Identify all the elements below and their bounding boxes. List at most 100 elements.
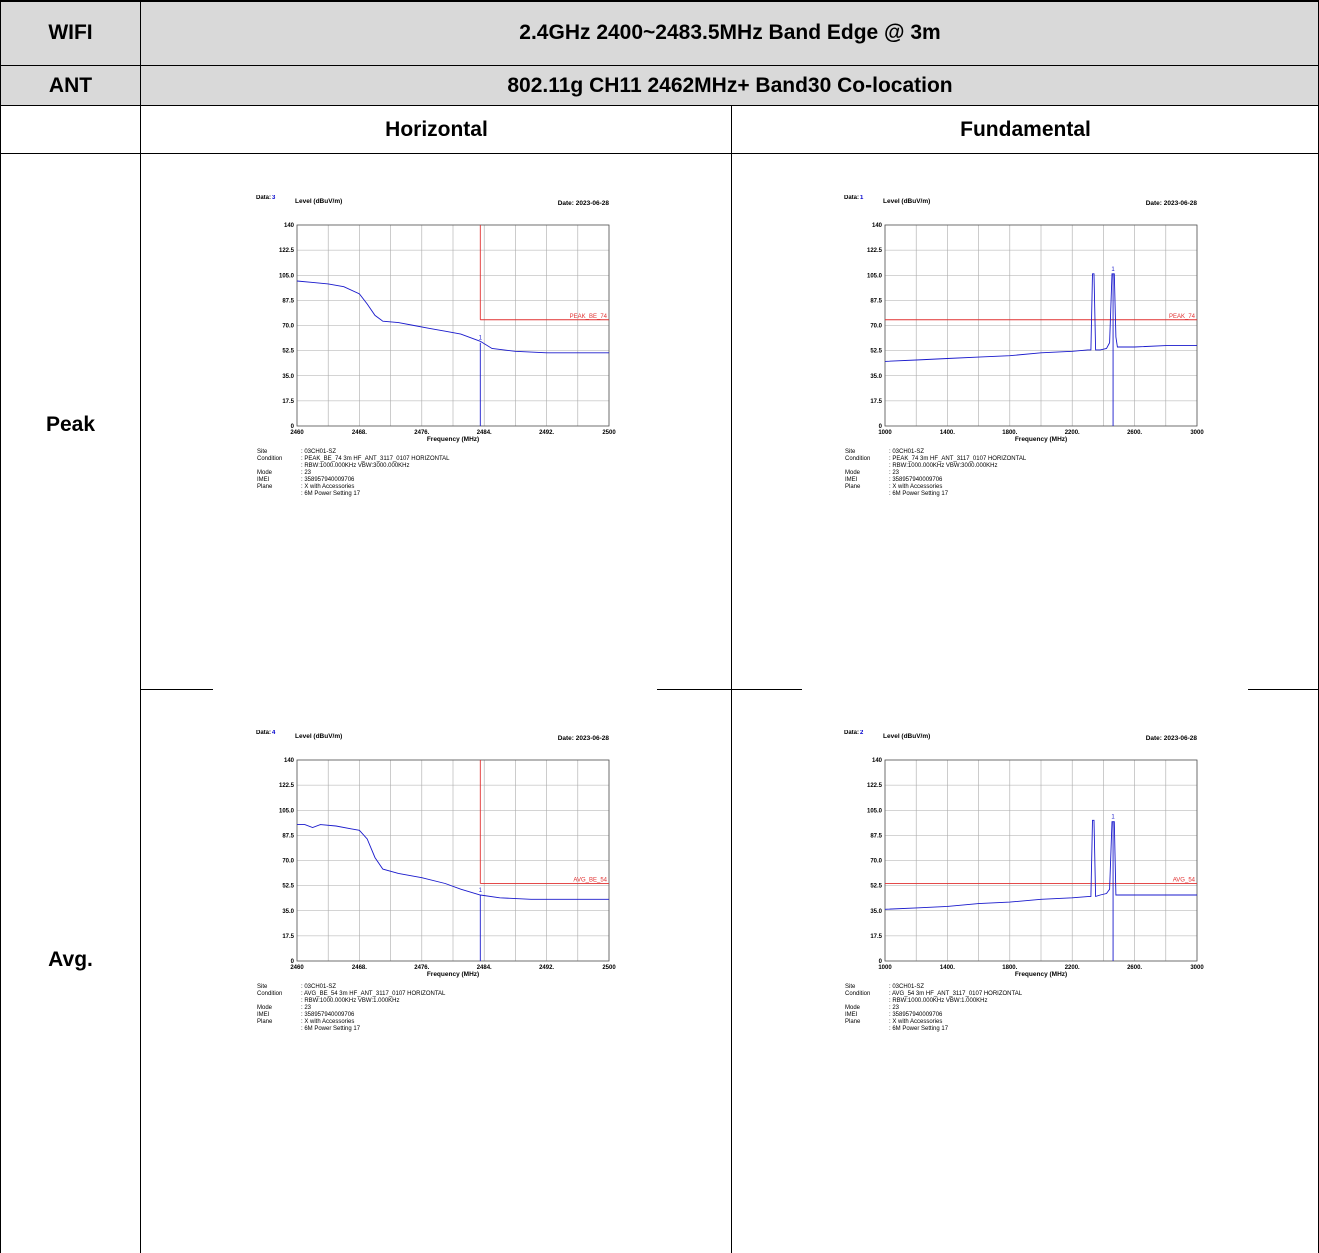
meta-value: : 6M Power Setting 17	[301, 491, 361, 497]
meta-value: : X with Accessories	[301, 1019, 354, 1025]
meta-value: : RBW:1000.000KHz VBW:1.000KHz	[301, 998, 400, 1004]
series-line	[296, 280, 609, 354]
meta-label: Site	[257, 449, 268, 455]
y-tick-label: 17.5	[282, 934, 294, 940]
wifi-label: WIFI	[48, 21, 93, 44]
plot-frame	[296, 224, 610, 427]
marker-label: 1	[1111, 267, 1115, 273]
y-tick-label: 35.0	[282, 909, 294, 915]
meta-value: : 03CH01-SZ	[889, 449, 924, 455]
y-tick-label: 87.5	[282, 298, 294, 304]
grid	[884, 224, 1198, 427]
marker-label: 1	[1111, 815, 1115, 821]
row-peak-label-cell: Peak	[0, 385, 141, 465]
meta-value: : AVG_BE_54 3m HF_ANT_3117_0107 HORIZONT…	[301, 991, 446, 997]
x-tick-label: 3000	[1190, 430, 1204, 436]
y-tick-label: 105.0	[867, 273, 883, 279]
meta-value: : AVG_54 3m HF_ANT_3117_0107 HORIZONTAL	[889, 991, 1023, 997]
limit-label: AVG_BE_54	[573, 877, 607, 883]
y-tick-label: 122.5	[279, 783, 295, 789]
meta-value: : 358957940009706	[301, 477, 355, 483]
y-tick-label: 105.0	[867, 808, 883, 814]
y-axis-label: Level (dBuV/m)	[883, 198, 930, 205]
series-line	[884, 819, 1197, 910]
y-axis-label: Level (dBuV/m)	[883, 733, 930, 740]
x-axis-label: Frequency (MHz)	[1015, 971, 1067, 978]
date-label: Date: 2023-06-28	[1146, 200, 1198, 207]
x-tick-label: 2476.	[414, 965, 429, 971]
y-axis-label: Level (dBuV/m)	[295, 198, 342, 205]
y-tick-label: 70.0	[870, 324, 882, 330]
meta-label: Site	[845, 984, 856, 990]
x-tick-label: 2484.	[477, 430, 492, 436]
meta-value: : 6M Power Setting 17	[889, 1026, 949, 1032]
meta-value: : 358957940009706	[301, 1012, 355, 1018]
meta-label: IMEI	[257, 1012, 270, 1018]
chart-svg: Data: 3 Date: 2023-06-28 Level (dBuV/m) 0 17.…	[256, 195, 616, 497]
x-tick-label: 2484.	[477, 965, 492, 971]
y-tick-label: 0	[879, 959, 883, 965]
plot-frame	[884, 759, 1198, 962]
x-tick-label: 1000	[878, 965, 892, 971]
meta-value: : 23	[889, 470, 900, 476]
x-tick-label: 2200.	[1065, 430, 1080, 436]
meta-label: Site	[845, 449, 856, 455]
fundamental-heading: Fundamental	[960, 118, 1091, 141]
data-number: 3	[272, 195, 276, 201]
band-edge-title: 2.4GHz 2400~2483.5MHz Band Edge @ 3m	[519, 21, 941, 44]
data-label: Data:	[256, 730, 271, 736]
series-line	[884, 273, 1197, 362]
ant-config: 802.11g CH11 2462MHz+ Band30 Co-location	[507, 74, 953, 97]
limit-label: AVG_54	[1173, 877, 1196, 883]
row1-label-cell: WIFI	[0, 0, 141, 66]
x-tick-label: 2492.	[539, 965, 554, 971]
y-tick-label: 0	[879, 424, 883, 430]
col-left-header: Horizontal	[141, 106, 732, 154]
peak-label: Peak	[45, 413, 96, 436]
y-tick-label: 122.5	[279, 248, 295, 254]
meta-value: : 6M Power Setting 17	[301, 1026, 361, 1032]
meta-label: Mode	[257, 1005, 273, 1011]
row-avg-label-cell: Avg.	[0, 920, 141, 1000]
data-label: Data:	[844, 730, 859, 736]
meta-label: IMEI	[257, 477, 270, 483]
y-tick-label: 52.5	[282, 884, 294, 890]
ant-label: ANT	[48, 74, 93, 97]
y-axis-label: Level (dBuV/m)	[295, 733, 342, 740]
row1-value-cell: 2.4GHz 2400~2483.5MHz Band Edge @ 3m	[141, 0, 1319, 66]
x-tick-label: 2500	[602, 430, 616, 436]
y-tick-label: 52.5	[870, 884, 882, 890]
rule-h1	[0, 65, 1319, 66]
y-tick-label: 122.5	[867, 248, 883, 254]
x-tick-label: 1800.	[1002, 430, 1017, 436]
y-tick-label: 70.0	[282, 324, 294, 330]
meta-label: Mode	[257, 470, 273, 476]
x-tick-label: 2476.	[414, 430, 429, 436]
data-number: 4	[272, 730, 276, 736]
y-tick-label: 17.5	[282, 399, 294, 405]
y-tick-label: 140	[284, 758, 295, 764]
meta-value: : RBW:1000.000KHz VBW:3000.000KHz	[301, 463, 410, 469]
meta-label: Condition	[845, 991, 870, 997]
meta-value: : 358957940009706	[889, 1012, 943, 1018]
data-label: Data:	[256, 195, 271, 201]
y-tick-label: 35.0	[282, 374, 294, 380]
meta-label: Mode	[845, 1005, 861, 1011]
rule-h4c	[1248, 689, 1319, 690]
date-label: Date: 2023-06-28	[1146, 735, 1198, 742]
x-axis-label: Frequency (MHz)	[1015, 436, 1067, 443]
y-tick-label: 0	[291, 959, 295, 965]
rule-h2	[0, 105, 1319, 106]
date-label: Date: 2023-06-28	[558, 200, 610, 207]
y-tick-label: 52.5	[282, 349, 294, 355]
chart-svg: Data: 4 Date: 2023-06-28 Level (dBuV/m) 0 17.…	[256, 730, 616, 1032]
x-tick-label: 2492.	[539, 430, 554, 436]
rule-v1	[140, 0, 141, 1253]
y-tick-label: 140	[872, 758, 883, 764]
meta-label: Mode	[845, 470, 861, 476]
grid	[884, 759, 1198, 962]
meta-value: : 03CH01-SZ	[301, 449, 336, 455]
y-tick-label: 17.5	[870, 399, 882, 405]
